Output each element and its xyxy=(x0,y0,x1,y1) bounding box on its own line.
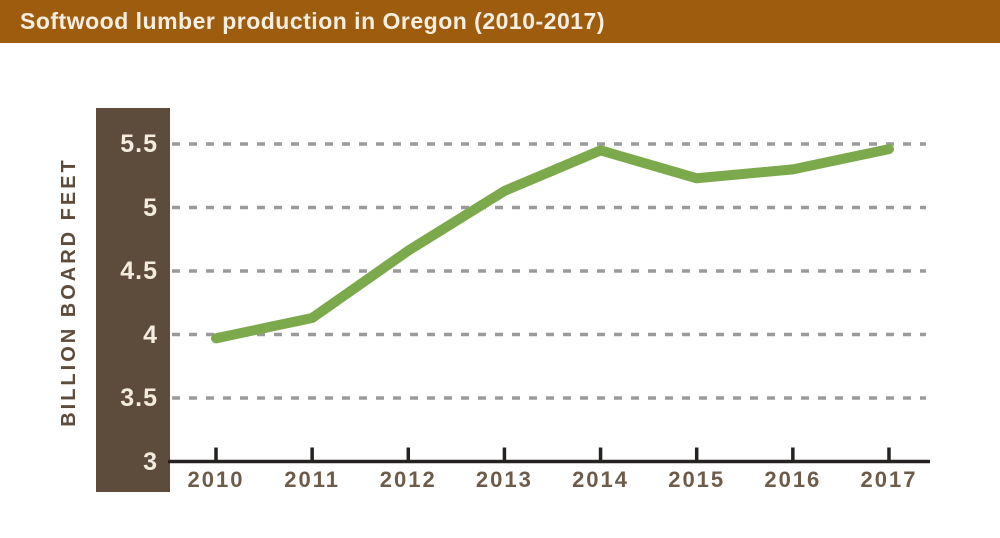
y-tick-label: 4 xyxy=(143,320,158,349)
y-tick-label: 5 xyxy=(143,193,158,222)
x-tick-label: 2010 xyxy=(187,467,245,492)
y-tick-label: 4.5 xyxy=(120,257,158,285)
y-tick-label: 3.5 xyxy=(120,384,158,412)
x-tick-label: 2015 xyxy=(668,467,726,492)
y-tick-label: 5.5 xyxy=(120,130,158,158)
x-tick-label: 2014 xyxy=(572,467,630,492)
x-tick-label: 2012 xyxy=(379,467,437,492)
x-tick-label: 2016 xyxy=(764,467,822,492)
y-tick-label: 3 xyxy=(143,447,158,476)
page-title: Softwood lumber production in Oregon (20… xyxy=(20,8,605,34)
data-line xyxy=(211,144,894,344)
x-tick-label: 2011 xyxy=(284,467,340,492)
title-bar: Softwood lumber production in Oregon (20… xyxy=(0,0,1000,43)
x-tick-label: 2013 xyxy=(475,467,533,492)
x-tick-label: 2017 xyxy=(860,467,918,492)
y-axis-panel xyxy=(96,108,170,492)
chart-area: BILLION BOARD FEET 5.5 5 4.5 4 3.5 3 2010 2011… xyxy=(0,43,1000,538)
